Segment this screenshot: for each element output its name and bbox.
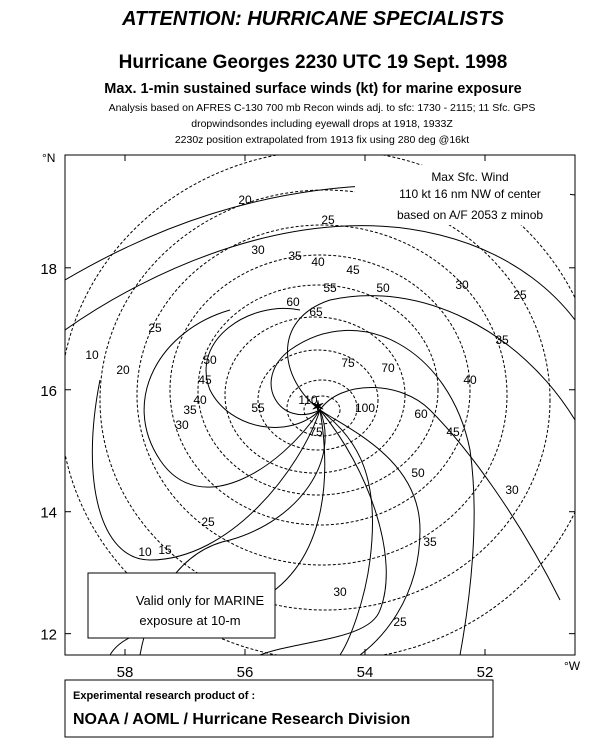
box-text: Max Sfc. Wind — [431, 170, 508, 184]
contour-label: 30 — [455, 278, 469, 292]
contour-label: 35 — [183, 403, 197, 417]
contour-label: 60 — [286, 295, 300, 309]
box-text: 110 kt 16 nm NW of center — [399, 187, 541, 201]
y-tick-label: 14 — [40, 505, 57, 522]
contour-label: 75 — [341, 356, 355, 370]
contour-label: 30 — [505, 483, 519, 497]
contour-label: 25 — [513, 288, 527, 302]
footer-text: NOAA / AOML / Hurricane Research Divisio… — [73, 711, 410, 728]
box-bg — [355, 165, 570, 225]
x-tick-label: 54 — [357, 664, 374, 681]
contour-label: 25 — [393, 615, 407, 629]
contour-label: 25 — [201, 515, 215, 529]
map-frame — [64, 154, 576, 656]
contour-label: 30 — [175, 418, 189, 432]
contour-label: 110 — [298, 393, 317, 407]
contour-label: 55 — [251, 401, 265, 415]
marine-text: exposure at 10-m — [139, 613, 240, 628]
contour-label: 15 — [158, 543, 172, 557]
contour-label: 70 — [381, 361, 395, 375]
contour-label: 50 — [411, 466, 425, 480]
contour-label: 25 — [321, 213, 335, 227]
contour-label: 50 — [376, 281, 390, 295]
contour-label: 45 — [446, 425, 460, 439]
contour-label: 35 — [495, 333, 509, 347]
banner: ATTENTION: HURRICANE SPECIALISTS — [121, 8, 505, 30]
lat-unit: °N — [42, 151, 55, 165]
max-wind-box: Max Sfc. Wind 110 kt 16 nm NW of center … — [355, 165, 570, 225]
x-tick-label: 58 — [117, 664, 134, 681]
contour-label: 100 — [355, 401, 375, 415]
y-tick-label: 16 — [40, 383, 57, 400]
contour-label: 65 — [309, 305, 323, 319]
subtitle: Max. 1-min sustained surface winds (kt) … — [104, 81, 521, 97]
contour-label: 10 — [138, 545, 152, 559]
contour-label: 30 — [333, 585, 347, 599]
marine-text: Valid only for MARINE — [136, 593, 265, 608]
contour-label: 25 — [148, 321, 162, 335]
contour-label: 20 — [238, 193, 252, 207]
footer-box — [64, 679, 494, 738]
y-tick-label: 18 — [40, 261, 57, 278]
contour-label: 10 — [85, 348, 99, 362]
contours — [65, 155, 575, 655]
title: Hurricane Georges 2230 UTC 19 Sept. 1998 — [119, 52, 508, 73]
contour-label: 35 — [423, 535, 437, 549]
contour-label: 40 — [463, 373, 477, 387]
marine-box — [87, 572, 276, 639]
note: dropwindsondes including eyewall drops a… — [191, 118, 453, 130]
x-tick-label: 56 — [237, 664, 254, 681]
contour-label: 40 — [311, 255, 325, 269]
contour-label: 55 — [323, 281, 337, 295]
contour-label: 75 — [309, 425, 323, 439]
note: Analysis based on AFRES C-130 700 mb Rec… — [109, 102, 536, 114]
contour-label: 45 — [346, 263, 360, 277]
box-text: based on A/F 2053 z minob — [397, 208, 543, 222]
contour-label: 35 — [288, 249, 302, 263]
contour-label: 60 — [414, 407, 428, 421]
contour-label: 30 — [251, 243, 265, 257]
contour-label: 50 — [203, 353, 217, 367]
contour-label: 40 — [193, 393, 207, 407]
y-tick-label: 12 — [40, 627, 57, 644]
contour-label: 20 — [116, 363, 130, 377]
note: 2230z position extrapolated from 1913 fi… — [175, 134, 469, 146]
footer-text: Experimental research product of : — [73, 690, 255, 702]
x-tick-label: 52 — [477, 664, 494, 681]
lon-unit: °W — [564, 659, 581, 673]
contour-label: 45 — [198, 373, 212, 387]
storm-center: ✶ — [311, 399, 324, 416]
